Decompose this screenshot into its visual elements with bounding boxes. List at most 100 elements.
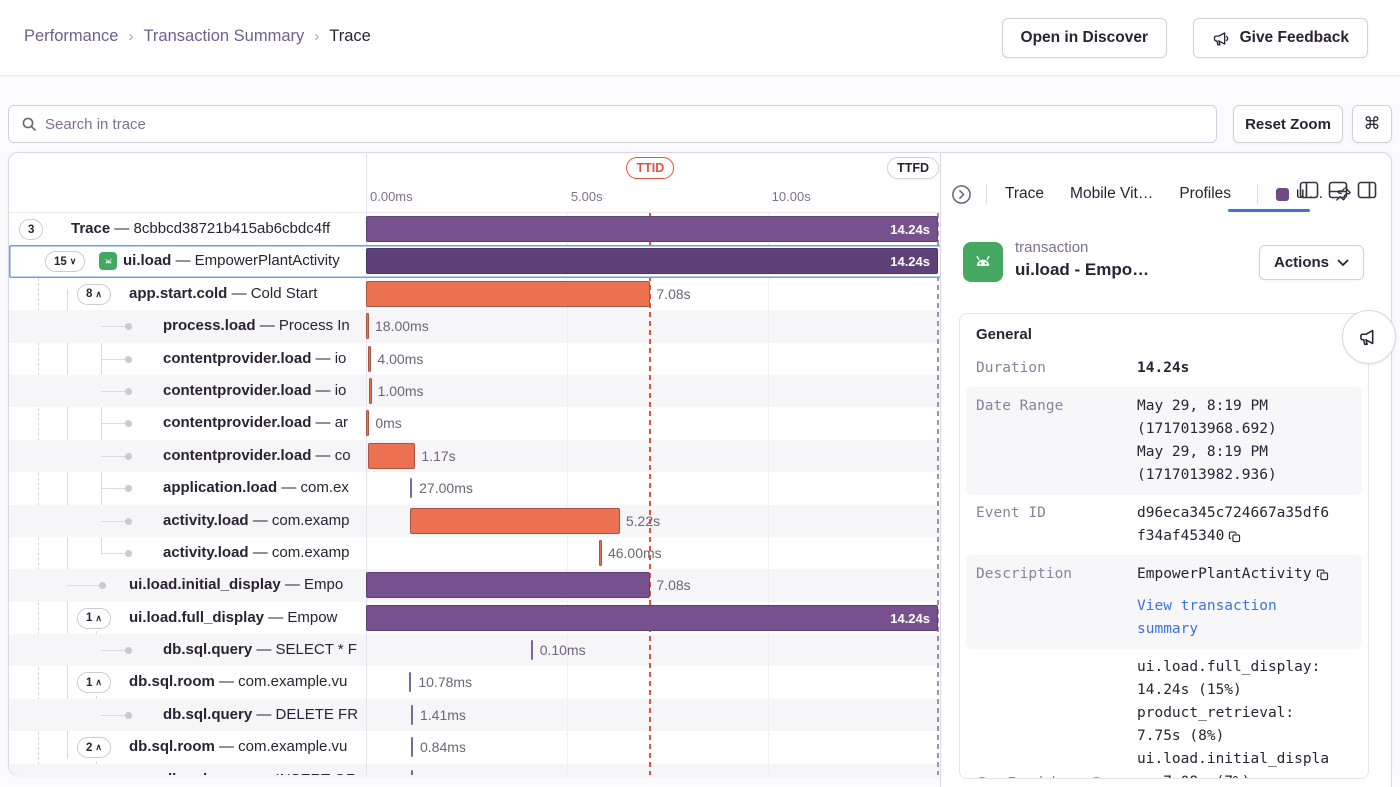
span-count-badge[interactable]: 2 ∧ (77, 737, 111, 759)
detail-value-line: 7.75s (8%) (1137, 725, 1358, 748)
span-bar[interactable] (366, 313, 369, 340)
detail-value-text: 14.24s (1137, 360, 1190, 376)
grid-line (566, 213, 568, 775)
span-count-badge[interactable]: 1 ∧ (77, 607, 111, 629)
collapse-drawer-icon[interactable] (951, 184, 972, 205)
trace-row-timeline-cell: 14.24s (366, 245, 941, 277)
span-duration-label: 14.24s (890, 610, 930, 626)
span-bar[interactable] (368, 345, 372, 372)
detail-value-text: y: 7.08s (7%) (1137, 771, 1251, 778)
trace-row[interactable]: 1 ∧ db.sql.room — com.example.vu 10.78ms (9, 666, 1391, 698)
trace-details-drawer: Trace Mobile Vit… Profiles ui… (940, 152, 1392, 787)
trace-row-timeline-cell: 7.08s (366, 569, 941, 601)
detail-value-text: 14.24s (15%) (1137, 682, 1242, 698)
help-icon-wrap[interactable]: ? (1089, 776, 1104, 779)
layout-right-icon[interactable] (1357, 181, 1377, 199)
trace-row[interactable]: activity.load — com.examp 46.00ms (9, 537, 1391, 569)
trace-row-tree-cell: 1 ∧ db.sql.room — com.example.vu (9, 666, 366, 698)
trace-row-tree-cell: activity.load — com.examp (9, 505, 366, 537)
span-duration-label: 1.00ms (377, 382, 424, 399)
tab-profiles[interactable]: Profiles (1179, 185, 1232, 202)
breadcrumb-link[interactable]: Transaction Summary (143, 27, 305, 45)
actions-button[interactable]: Actions (1258, 245, 1364, 280)
span-duration-label: 4.00ms (377, 350, 424, 367)
copy-icon[interactable] (1316, 568, 1330, 582)
span-duration-label: 1.41ms (419, 706, 466, 723)
span-label: application.load — com.ex (163, 479, 349, 497)
span-bar[interactable] (368, 377, 372, 404)
span-count-badge[interactable]: 15 ∨ (45, 251, 86, 273)
detail-value-line: (1717013968.692) (1137, 418, 1356, 441)
detail-field: Event ID d96eca345c724667a35df6 f34af45340 (960, 497, 1368, 553)
copy-icon[interactable] (1228, 530, 1242, 544)
span-count-badge[interactable]: 8 ∧ (77, 283, 111, 305)
trace-row-tree-cell: db.sql.query — INSERT OR (9, 764, 366, 775)
reset-zoom-button[interactable]: Reset Zoom (1233, 105, 1343, 143)
span-count-badge[interactable]: 1 ∧ (77, 672, 111, 694)
search-icon (21, 116, 37, 132)
actions-label: Actions (1273, 254, 1329, 271)
span-count: 3 (28, 223, 35, 236)
detail-value-line: ui.load.full_display: (1137, 656, 1358, 679)
marker-line-ttfd (937, 213, 939, 775)
trace-row[interactable]: 8 ∧ app.start.cold — Cold Start 7.08s (9, 278, 1391, 310)
tree-dot (125, 549, 132, 557)
layout-left-icon[interactable] (1299, 181, 1319, 199)
floating-feedback-button[interactable] (1342, 310, 1396, 364)
view-transaction-summary-link[interactable]: View transaction (1137, 598, 1277, 614)
tab-mobile-vitals[interactable]: Mobile Vit… (1070, 185, 1154, 202)
span-bar[interactable] (368, 442, 416, 469)
tree-dot (125, 420, 132, 428)
span-bar[interactable]: 14.24s (366, 216, 938, 242)
divider (986, 184, 987, 204)
span-duration-label: 0.84ms (419, 739, 466, 756)
tree-timeline-divider[interactable] (366, 153, 367, 776)
span-bar[interactable]: 14.24s (366, 248, 938, 275)
app-header: Performance › Transaction Summary › Trace Op… (0, 0, 1400, 76)
trace-row[interactable]: 1 ∧ ui.load.full_display — Empow 14.24s (9, 602, 1391, 634)
detail-field-key-label: Ops Breakdown (976, 771, 1083, 778)
view-transaction-summary-link[interactable]: summary (1137, 621, 1199, 637)
help-icon[interactable]: ? (1089, 776, 1104, 779)
tree-connector (101, 488, 125, 490)
give-feedback-button[interactable]: Give Feedback (1192, 18, 1368, 58)
span-bar[interactable] (366, 410, 370, 437)
span-duration-label: 14.24s (890, 222, 930, 237)
layout-bottom-icon[interactable] (1328, 181, 1348, 199)
trace-row[interactable]: 3 Trace — 8cbbcd38721b415ab6cbdc4ff 14.24s (9, 213, 1391, 245)
copy-icon-wrap[interactable] (1228, 530, 1242, 544)
shortcut-button[interactable]: ⌘ (1352, 105, 1392, 143)
copy-icon-wrap[interactable] (1316, 568, 1330, 582)
span-duration-tick (409, 672, 412, 693)
span-count-badge[interactable]: 3 (19, 219, 44, 240)
trace-row-tree-cell: 15 ∨ ui.load — EmpowerPlantActivity (9, 245, 366, 277)
trace-row[interactable]: db.sql.query — INSERT OR 0.78ms (9, 763, 1391, 775)
breadcrumb-link[interactable]: Performance (24, 27, 119, 45)
detail-value-line: (1717013982.936) (1137, 464, 1356, 487)
span-duration-tick (530, 640, 533, 661)
trace-row-tree-cell: db.sql.query — DELETE FR (9, 699, 366, 731)
span-duration-tick (410, 704, 413, 725)
span-bar[interactable] (598, 539, 602, 566)
trace-row-timeline-cell: 14.24s (366, 213, 941, 245)
tree-connector (101, 520, 125, 522)
span-bar[interactable] (366, 572, 651, 599)
trace-row[interactable]: contentprovider.load — io 4.00ms (9, 343, 1391, 375)
trace-row-tree-cell: 1 ∧ ui.load.full_display — Empow (9, 602, 366, 634)
detail-field-value: 14.24s (1137, 357, 1358, 380)
tab-trace[interactable]: Trace (1005, 185, 1045, 202)
span-bar[interactable]: 14.24s (366, 604, 938, 631)
tree-dot (125, 452, 132, 460)
span-duration-tick (410, 737, 413, 758)
span-duration-label: 7.08s (656, 577, 691, 594)
axis-tick-label: 5.00s (570, 189, 603, 204)
span-bar[interactable] (410, 507, 620, 534)
span-bar[interactable] (366, 280, 651, 307)
open-in-discover-button[interactable]: Open in Discover (1001, 18, 1167, 58)
search-input[interactable]: Search in trace (8, 105, 1217, 143)
trace-row[interactable]: contentprovider.load — ar 0ms (9, 407, 1391, 439)
trace-row[interactable]: 2 ∧ db.sql.room — com.example.vu 0.84ms (9, 731, 1391, 763)
trace-row[interactable]: application.load — com.ex 27.00ms (9, 472, 1391, 504)
open-in-discover-label: Open in Discover (1020, 29, 1148, 46)
detail-value-text: (1717013982.936) (1137, 467, 1277, 483)
